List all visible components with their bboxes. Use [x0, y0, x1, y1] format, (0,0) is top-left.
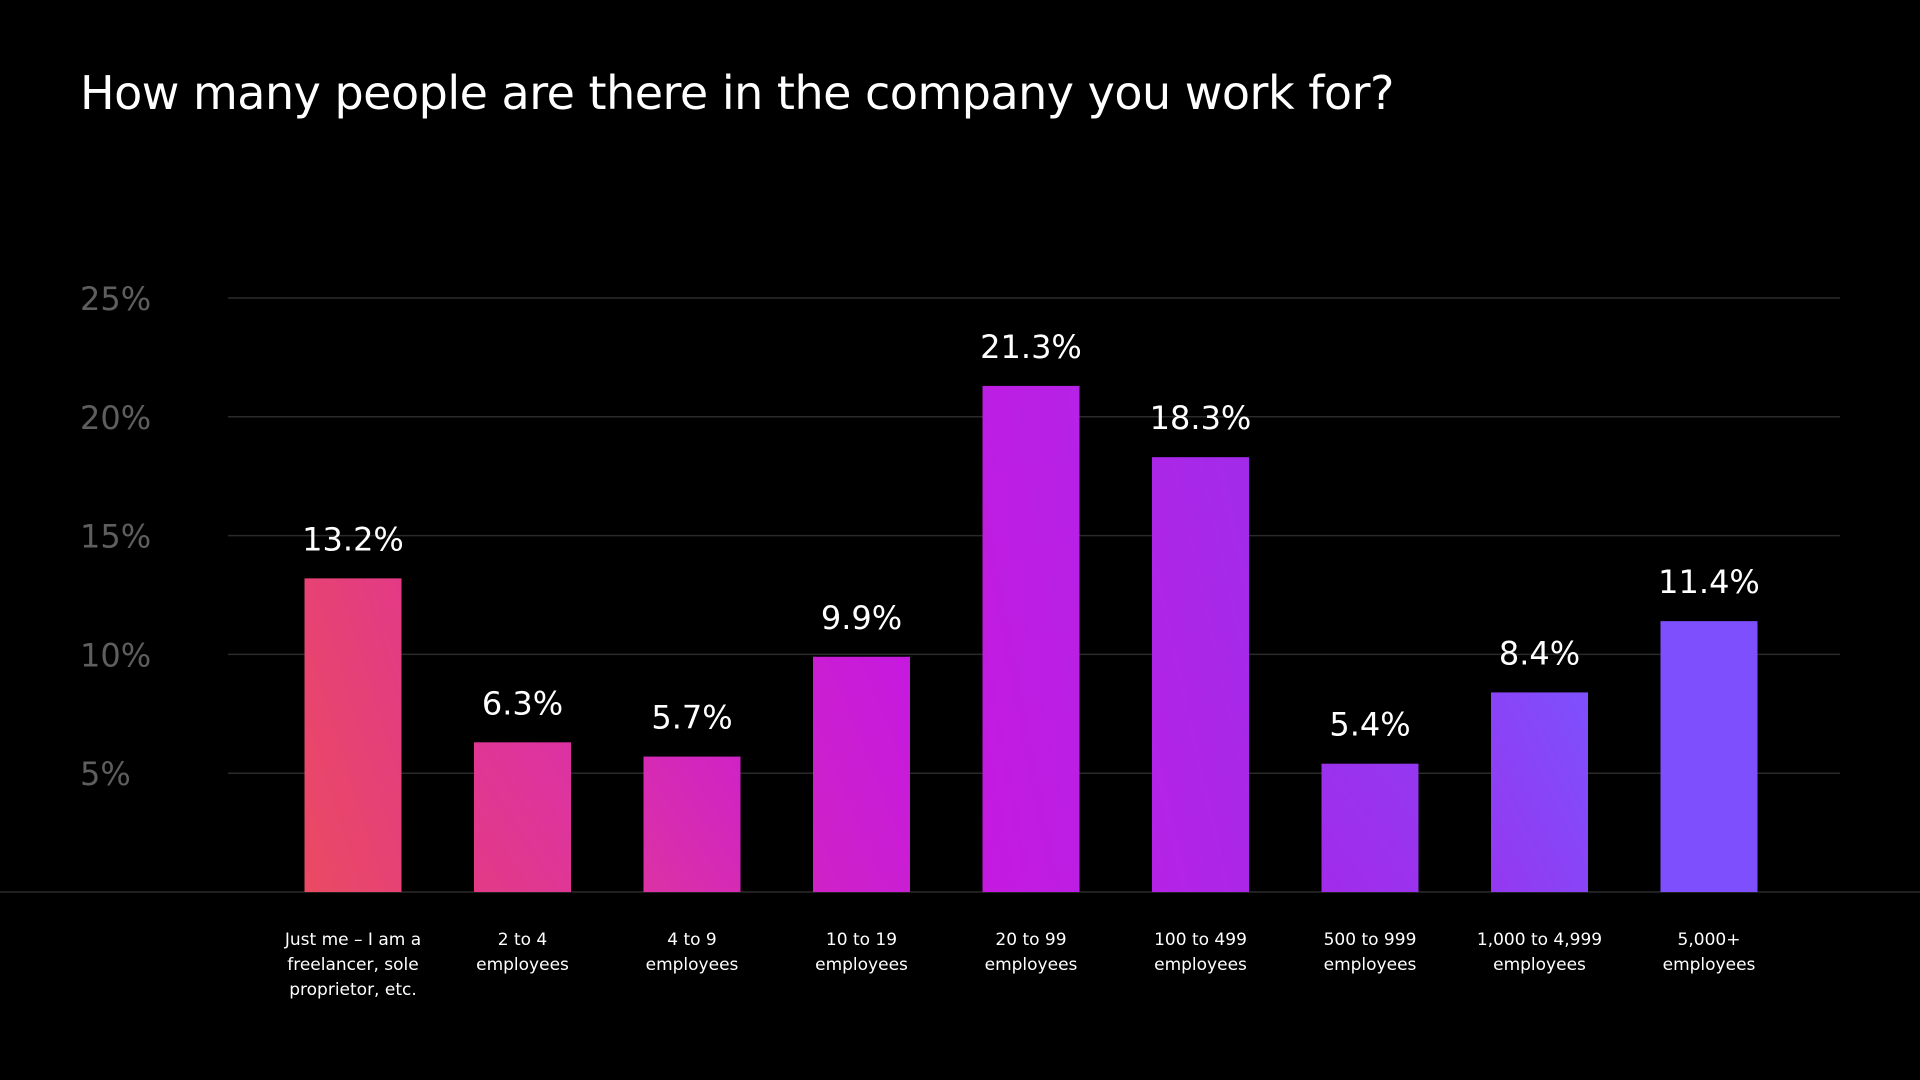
y-tick-label: 5% [80, 755, 131, 793]
data-label: 8.4% [1499, 634, 1580, 672]
data-label: 6.3% [482, 684, 563, 722]
x-tick-label: 20 to 99 employees [985, 930, 1078, 975]
y-tick-label: 10% [80, 636, 151, 674]
x-tick-label: 100 to 499 employees [1154, 930, 1247, 975]
y-tick-label: 25% [80, 280, 151, 318]
x-tick-label: 5,000+ employees [1663, 930, 1756, 975]
x-tick-label: 1,000 to 4,999 employees [1477, 930, 1602, 975]
bar [1491, 692, 1588, 892]
bar [1152, 457, 1249, 892]
x-tick-label: 500 to 999 employees [1324, 930, 1417, 975]
x-tick-label: 10 to 19 employees [815, 930, 908, 975]
bar [643, 756, 741, 892]
data-label: 5.7% [651, 699, 732, 737]
bar [474, 742, 571, 892]
data-label: 21.3% [980, 328, 1082, 366]
x-tick-label: Just me – I am a freelancer, sole propriet… [284, 930, 421, 1000]
x-tick-label: 2 to 4 employees [476, 930, 569, 975]
bar [1321, 763, 1419, 892]
chart-title: How many people are there in the company… [80, 66, 1394, 120]
y-tick-label: 20% [80, 399, 151, 437]
bar [1660, 621, 1758, 892]
data-label: 5.4% [1329, 706, 1410, 744]
data-label: 13.2% [302, 520, 404, 558]
data-label: 18.3% [1150, 399, 1252, 437]
y-tick-label: 15% [80, 518, 151, 556]
bar [813, 656, 910, 892]
bar [304, 578, 402, 892]
data-label: 9.9% [821, 599, 902, 637]
bar [982, 385, 1080, 892]
data-label: 11.4% [1658, 563, 1760, 601]
x-tick-label: 4 to 9 employees [646, 930, 739, 975]
